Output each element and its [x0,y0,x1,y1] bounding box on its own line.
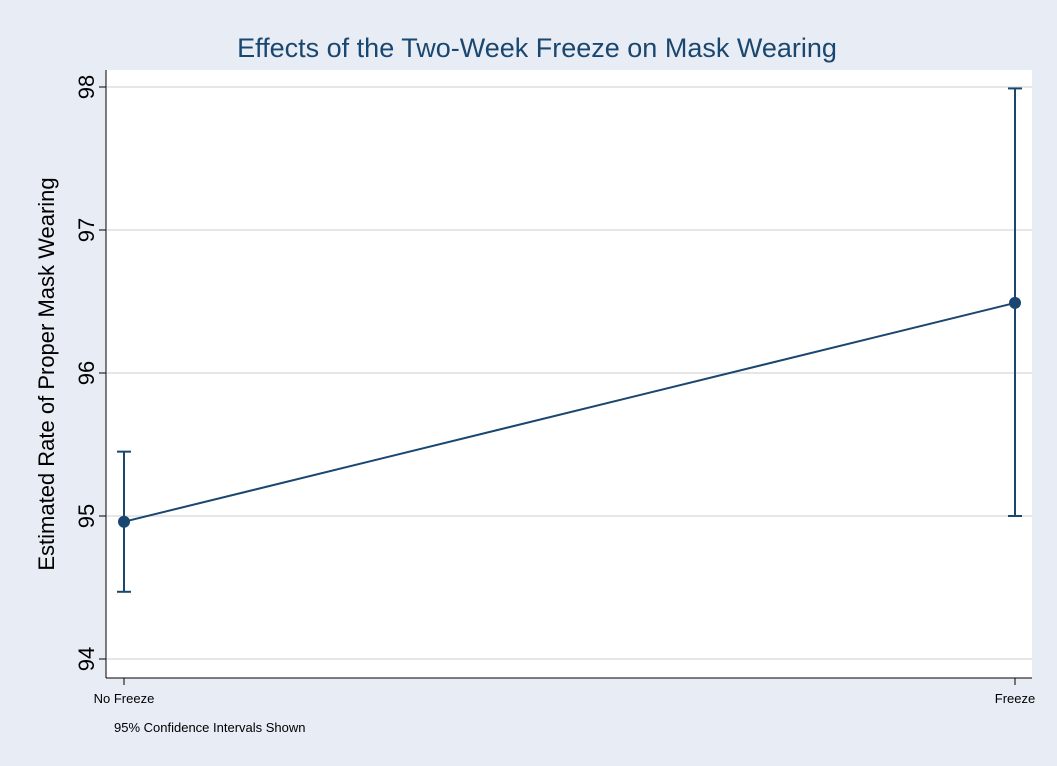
series-line-0 [123,301,1016,523]
y-tick-label-2: 96 [74,361,99,385]
series [117,87,1022,593]
y-tick-label-1: 95 [74,504,99,528]
axes [105,70,1032,679]
chart-note: 95% Confidence Intervals Shown [114,720,306,735]
y-tick-label-3: 97 [74,218,99,242]
gridlines [107,86,1032,660]
y-tick-label-4: 98 [74,75,99,99]
y-axis-label: Estimated Rate of Proper Mask Wearing [34,177,59,570]
y-tick-label-0: 94 [74,647,99,671]
data-point-0 [118,515,130,528]
x-tick-label-1: Freeze [995,691,1035,706]
chart-title: Effects of the Two-Week Freeze on Mask W… [237,33,837,63]
data-point-1 [1009,296,1021,309]
ticks: 94 95 96 97 98 No Freeze Freeze [74,75,1035,706]
x-tick-label-0: No Freeze [94,691,155,706]
